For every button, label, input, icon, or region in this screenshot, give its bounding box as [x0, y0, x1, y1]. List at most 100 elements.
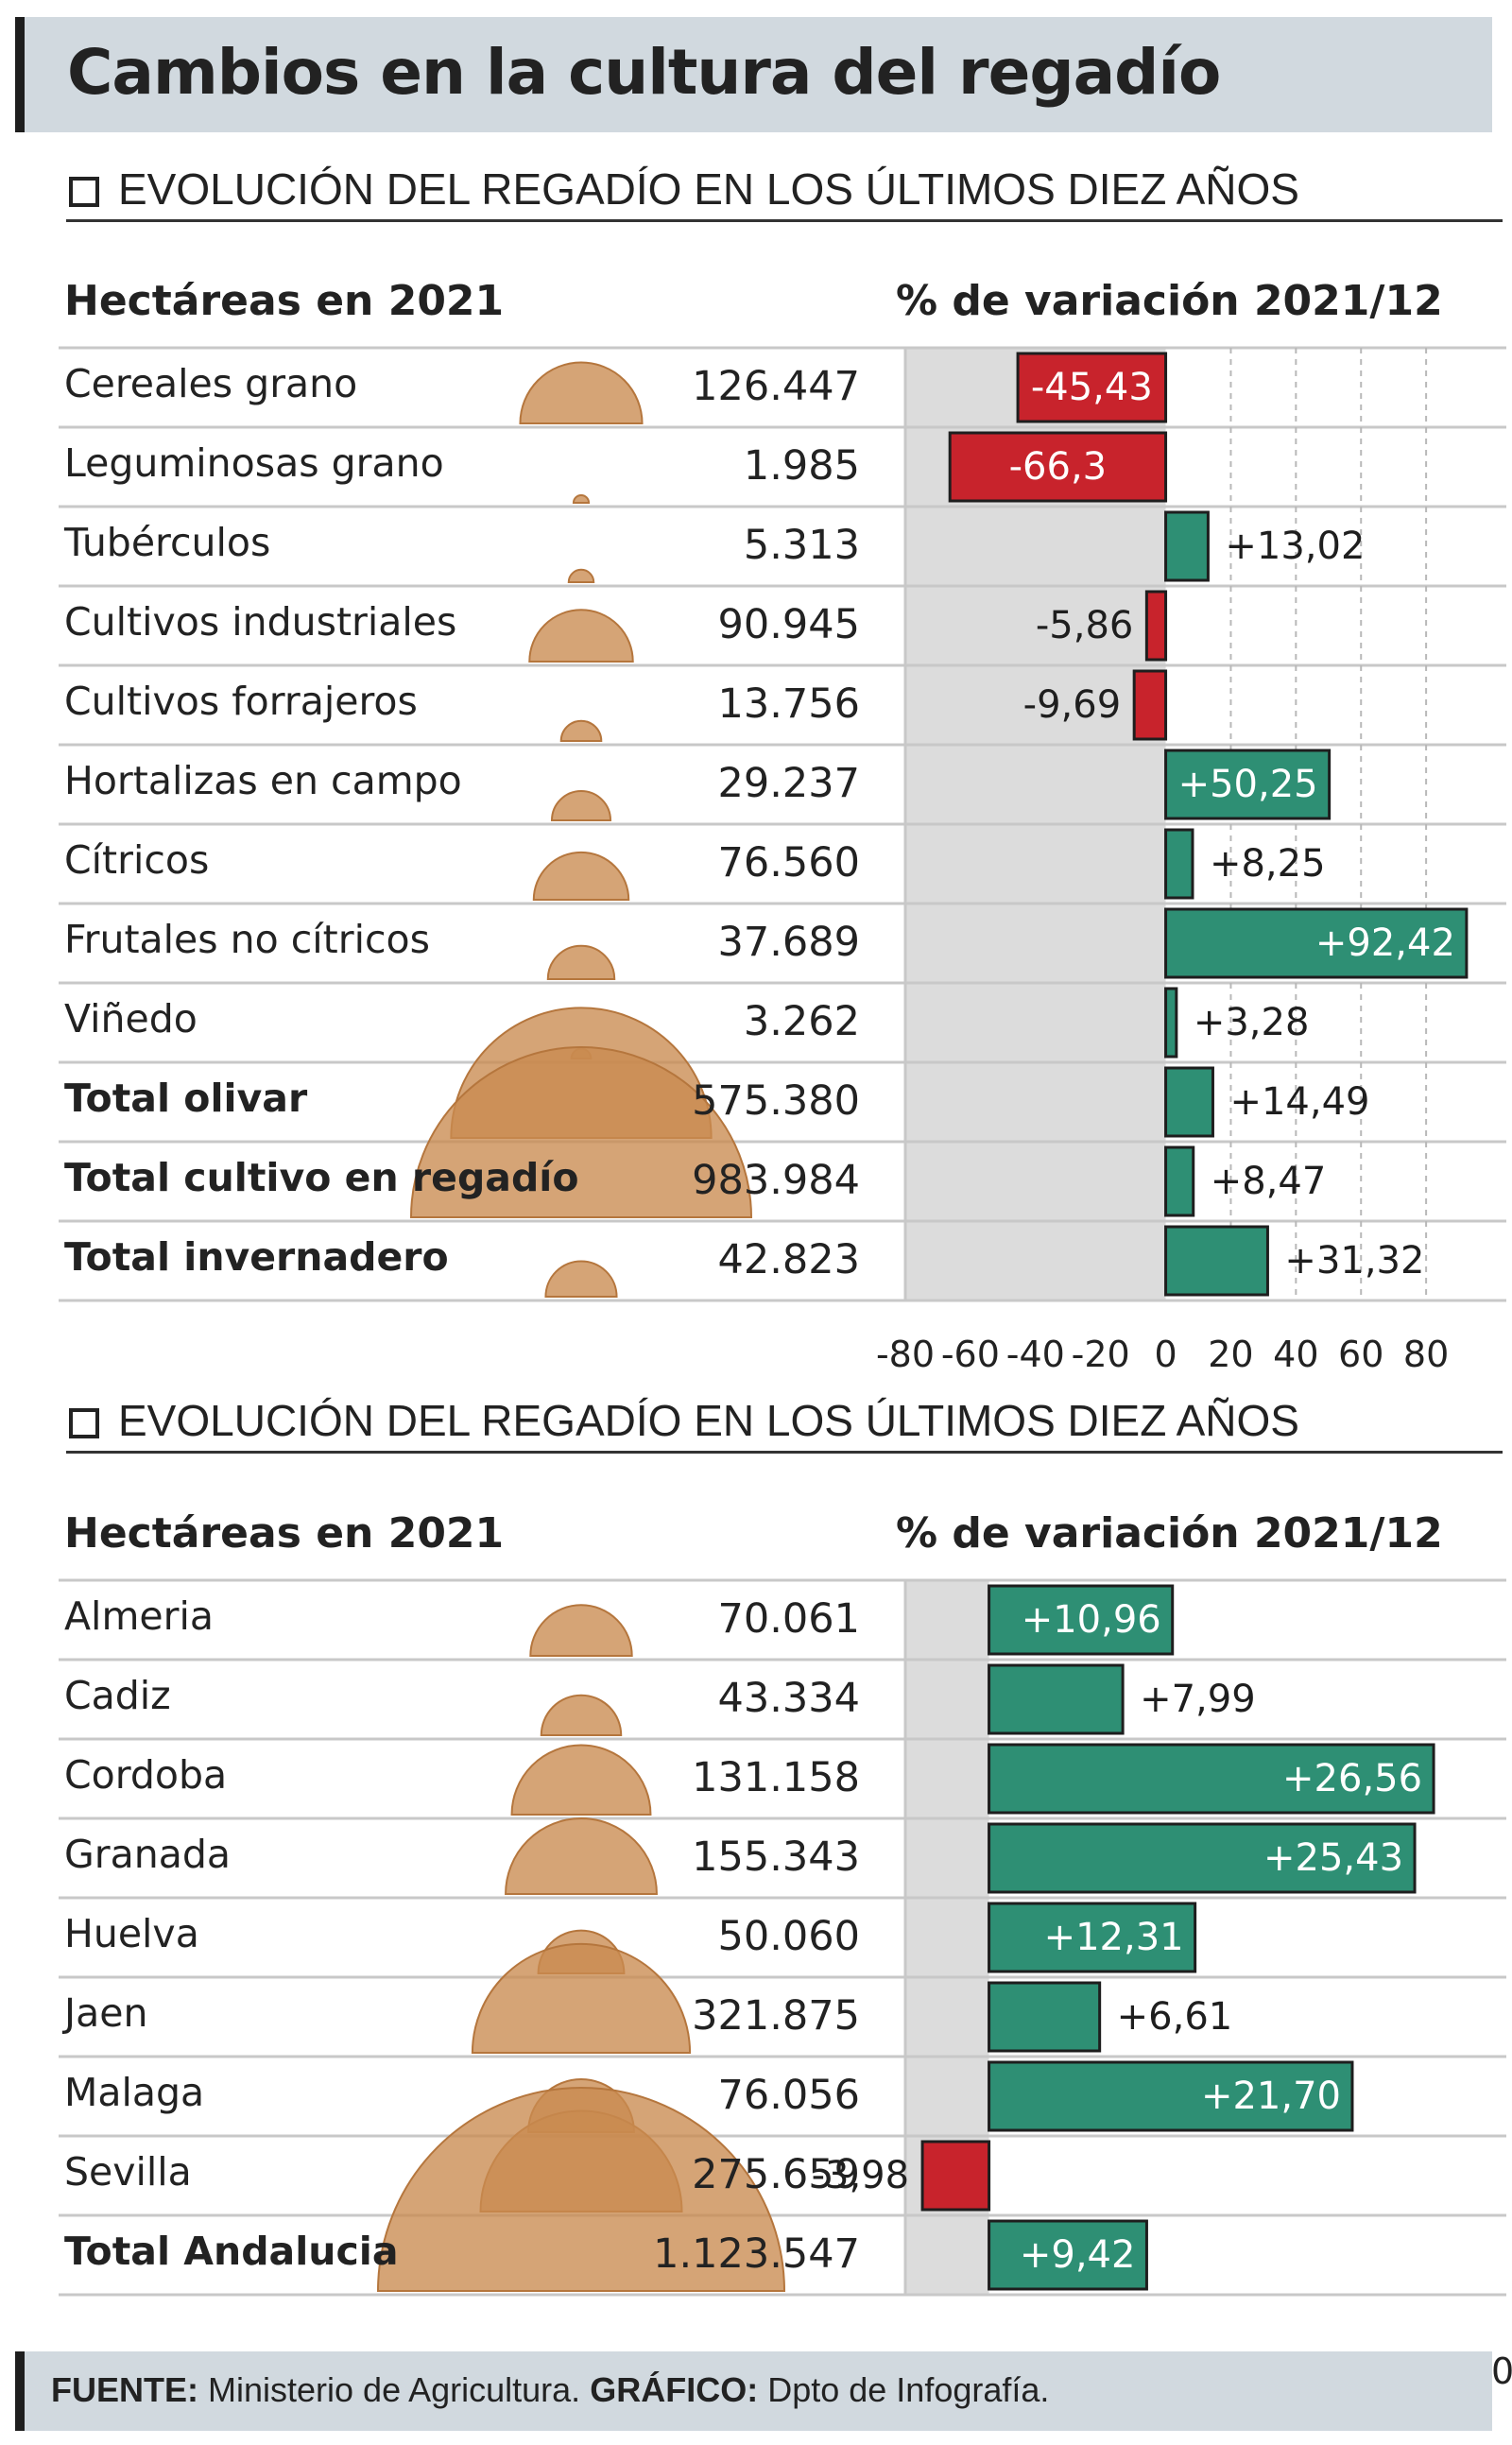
graphic-value: Dpto de Infografía.: [767, 2370, 1050, 2409]
variation-label: -9,69: [1023, 683, 1122, 727]
category-label: Total cultivo en regadío: [64, 1155, 579, 1200]
hectares-bubble: [409, 1046, 753, 1218]
hectares-bubble: [529, 1604, 633, 1657]
variation-bar: [1164, 987, 1178, 1059]
category-label: Total invernadero: [64, 1234, 449, 1280]
hectares-value: 50.060: [717, 1913, 860, 1960]
hectares-bubble: [559, 719, 603, 742]
checkbox-icon: [69, 1408, 99, 1438]
variation-label: +31,32: [1284, 1239, 1424, 1283]
graphic-label: GRÁFICO:: [590, 2370, 759, 2409]
x-tick-label: 40: [1273, 1334, 1318, 1375]
variation-bar: [988, 2219, 1148, 2291]
footer-text: FUENTE: Ministerio de Agricultura. GRÁFI…: [51, 2370, 1049, 2410]
variation-bar: [1016, 352, 1168, 423]
variation-label: +14,49: [1229, 1080, 1369, 1124]
hectares-value: 983.984: [692, 1157, 860, 1204]
variation-label: -3,98: [812, 2154, 910, 2197]
x-tick-label: -80: [876, 1334, 935, 1375]
hectares-value: 76.560: [717, 839, 860, 887]
variation-bar: [1164, 1225, 1269, 1297]
category-label: Viñedo: [64, 996, 198, 1042]
x-tick-label: -60: [941, 1334, 1000, 1375]
variation-bar: [1144, 590, 1168, 662]
hectares-value: 1.985: [743, 442, 860, 490]
category-label: Frutales no cítricos: [64, 917, 430, 962]
variation-header: % de variación 2021/12: [896, 277, 1443, 325]
hectares-bubble: [544, 1260, 618, 1298]
category-label: Sevilla: [64, 2149, 192, 2195]
variation-label: -45,43: [1031, 366, 1153, 409]
hectares-bubble: [510, 1744, 652, 1816]
variation-label: +10,96: [1022, 1598, 1161, 1642]
variation-bar: [1164, 1145, 1195, 1217]
hectares-header: Hectáreas en 2021: [64, 277, 505, 325]
hectares-bubble: [546, 944, 616, 980]
hectares-bubble: [519, 361, 644, 424]
variation-label: +8,47: [1211, 1160, 1327, 1203]
category-label: Total olivar: [64, 1076, 308, 1121]
category-label: Hortalizas en campo: [64, 758, 462, 803]
variation-label: +50,25: [1178, 763, 1318, 806]
hectares-value: 126.447: [692, 363, 860, 410]
variation-bar: [988, 1663, 1125, 1735]
variation-bar: [1164, 749, 1332, 820]
hectares-value: 13.756: [717, 680, 860, 728]
variation-label: +8,25: [1210, 842, 1326, 886]
x-tick-label: -20: [1072, 1334, 1130, 1375]
hectares-value: 42.823: [717, 1236, 860, 1283]
variation-bar: [1164, 1066, 1214, 1138]
category-label: Cultivos industriales: [64, 599, 457, 645]
hectares-value: 131.158: [692, 1754, 860, 1801]
x-tick-label: -40: [1006, 1334, 1065, 1375]
category-label: Malaga: [64, 2070, 205, 2115]
hectares-value: 37.689: [717, 919, 860, 966]
variation-label: +26,56: [1282, 1757, 1422, 1800]
hectares-value: 1.123.547: [653, 2230, 860, 2278]
category-label: Cítricos: [64, 837, 210, 883]
source-value: Ministerio de Agricultura.: [208, 2370, 581, 2409]
variation-bar: [1164, 828, 1194, 900]
hectares-bubble: [471, 1943, 692, 2054]
hectares-value: 76.056: [717, 2072, 860, 2119]
section-title: EVOLUCIÓN DEL REGADÍO EN LOS ÚLTIMOS DIE…: [66, 1387, 1503, 1454]
x-tick-label: 0: [1154, 1334, 1177, 1375]
variation-label: +25,43: [1263, 1836, 1403, 1880]
chart-svg: +10,96 +7,99 +26,56 +25,43 +12,31 +6,61 +21,70…: [59, 1578, 1512, 2392]
hectares-value: 321.875: [692, 1992, 860, 2040]
chart-svg: -45,43 -66,3 +13,02 -5,86 -9,69 +50,25 +8,25 +9…: [59, 346, 1506, 1375]
x-tick-label: 80: [1403, 1334, 1449, 1375]
category-label: Granada: [64, 1832, 232, 1877]
variation-bar: [988, 1584, 1175, 1656]
variation-bar: [1164, 510, 1210, 582]
variation-label: -66,3: [1009, 445, 1108, 489]
title-bar: Cambios en la cultura del regadío: [15, 17, 1492, 132]
variation-bar: [988, 1743, 1435, 1815]
category-label: Leguminosas grano: [64, 440, 444, 486]
variation-bar: [948, 431, 1168, 503]
footer: FUENTE: Ministerio de Agricultura. GRÁFI…: [15, 2351, 1492, 2431]
category-label: Cadiz: [64, 1673, 171, 1718]
category-label: Total Andalucia: [64, 2229, 399, 2274]
hectares-value: 5.313: [743, 522, 860, 569]
hectares-bubble: [376, 2087, 786, 2292]
bubble-layer: [376, 1604, 786, 2292]
variation-label: +13,02: [1225, 525, 1365, 568]
variation-label: +3,28: [1194, 1001, 1310, 1044]
section-title-text: EVOLUCIÓN DEL REGADÍO EN LOS ÚLTIMOS DIE…: [118, 164, 1299, 214]
hectares-header: Hectáreas en 2021: [64, 1509, 505, 1558]
source-label: FUENTE:: [51, 2370, 198, 2409]
hectares-value: 70.061: [717, 1595, 860, 1643]
category-label: Huelva: [64, 1911, 199, 1956]
variation-label: +12,31: [1044, 1916, 1184, 1959]
category-label: Tubérculos: [64, 520, 271, 565]
variation-bar: [988, 1902, 1197, 1973]
variation-bar: [988, 1981, 1102, 2053]
variation-bar: [988, 2060, 1354, 2132]
variation-label: +9,42: [1020, 2233, 1136, 2277]
hectares-bubble: [532, 851, 630, 901]
hectares-value: 155.343: [692, 1834, 860, 1881]
variation-bar: [1132, 669, 1168, 741]
x-tick-label: 60: [1338, 1334, 1383, 1375]
variation-label: +6,61: [1117, 1995, 1233, 2039]
